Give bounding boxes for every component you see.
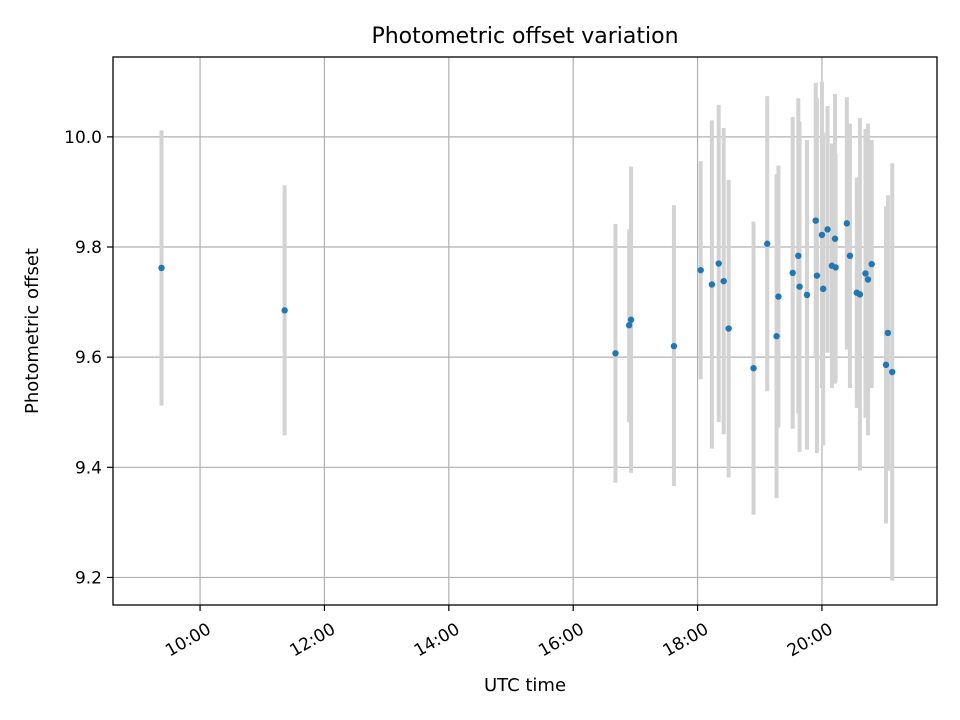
- x-axis-label: UTC time: [484, 675, 566, 696]
- data-point: [843, 220, 851, 227]
- y-tick-label: 9.6: [75, 348, 102, 368]
- data-point: [884, 329, 892, 337]
- data-point: [158, 264, 165, 272]
- plot-frame: [112, 56, 938, 606]
- y-tick-label: 9.8: [75, 238, 102, 258]
- data-point: [715, 260, 722, 267]
- point-layer: [158, 217, 896, 376]
- y-axis-label: Photometric offset: [22, 248, 43, 414]
- y-tick-label: 9.4: [75, 458, 102, 478]
- data-point: [796, 283, 803, 290]
- data-point: [281, 307, 288, 314]
- data-point: [889, 368, 896, 376]
- data-point: [670, 342, 678, 350]
- data-point: [868, 260, 875, 268]
- data-point: [812, 217, 819, 224]
- data-point: [627, 316, 635, 323]
- data-point: [856, 291, 864, 298]
- data-point: [775, 293, 782, 300]
- data-point: [764, 240, 771, 247]
- data-point: [708, 281, 716, 288]
- data-point: [832, 264, 839, 271]
- data-point: [846, 252, 854, 260]
- data-point: [819, 285, 827, 293]
- data-point: [882, 361, 890, 369]
- data-point: [720, 277, 727, 285]
- data-point: [697, 266, 704, 274]
- y-tick-label: 9.2: [75, 568, 102, 588]
- data-point: [789, 269, 796, 277]
- y-axis-ticks: 9.2 9.4 9.6 9.8 10.0: [64, 128, 113, 588]
- data-point: [813, 272, 821, 279]
- data-point: [864, 276, 872, 283]
- data-point: [818, 231, 826, 239]
- data-point: [795, 252, 802, 260]
- y-tick-label: 10.0: [64, 128, 102, 148]
- data-point: [862, 270, 869, 277]
- data-point: [725, 325, 732, 332]
- data-point: [612, 350, 619, 357]
- data-point: [750, 364, 757, 372]
- data-point: [625, 322, 633, 329]
- data-point: [824, 226, 831, 233]
- data-point: [803, 291, 811, 299]
- chart-title: Photometric offset variation: [371, 24, 678, 49]
- data-point: [831, 235, 839, 242]
- data-point: [773, 333, 780, 340]
